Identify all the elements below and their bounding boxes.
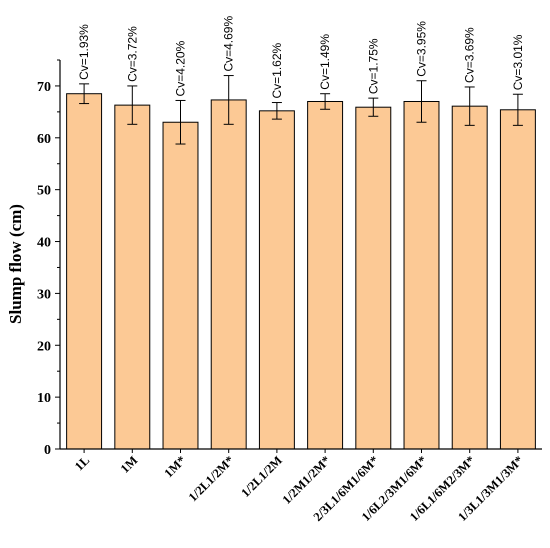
axes-layer <box>55 59 542 453</box>
y-tick-label: 40 <box>37 236 51 251</box>
bar <box>355 106 392 450</box>
y-tick-label: 0 <box>44 443 51 458</box>
bar <box>499 109 536 450</box>
y-tick-label: 30 <box>37 287 51 302</box>
cv-annotation: Cv=3.72% <box>125 26 139 82</box>
x-tick-label: 1L <box>72 453 92 473</box>
cv-annotation: Cv=1.75% <box>366 38 380 94</box>
bars-layer <box>66 93 536 450</box>
cv-annotation: Cv=4.20% <box>174 40 188 96</box>
error-bars-layer <box>79 75 523 145</box>
cv-annotation: Cv=3.95% <box>415 21 429 77</box>
y-tick-label: 20 <box>37 339 51 354</box>
y-axis-label: Slump flow (cm) <box>6 204 25 324</box>
bar <box>162 121 199 450</box>
cv-annotation: Cv=1.93% <box>77 24 91 80</box>
y-tick-label: 70 <box>37 80 51 95</box>
bar <box>307 100 344 450</box>
x-tick-label: 1/2L1/2M* <box>186 453 237 504</box>
y-tick-label: 10 <box>37 391 51 406</box>
bar <box>403 100 440 450</box>
cv-annotation: Cv=3.01% <box>511 34 525 90</box>
x-tick-label: 1M <box>118 453 141 476</box>
y-tick-label: 60 <box>37 132 51 147</box>
bar <box>66 93 103 450</box>
x-tick-label: 1M* <box>162 453 189 480</box>
cv-annotation: Cv=4.69% <box>222 16 236 72</box>
x-tick-label: 1/2L1/2M <box>238 453 285 500</box>
bar <box>451 105 488 450</box>
y-tick-label: 50 <box>37 184 51 199</box>
bar <box>210 99 247 450</box>
cv-annotation: Cv=3.69% <box>463 27 477 83</box>
cv-annotation: Cv=1.49% <box>318 34 332 90</box>
cv-annotation: Cv=1.62% <box>270 43 284 99</box>
bar <box>114 104 151 450</box>
bar <box>258 110 295 450</box>
